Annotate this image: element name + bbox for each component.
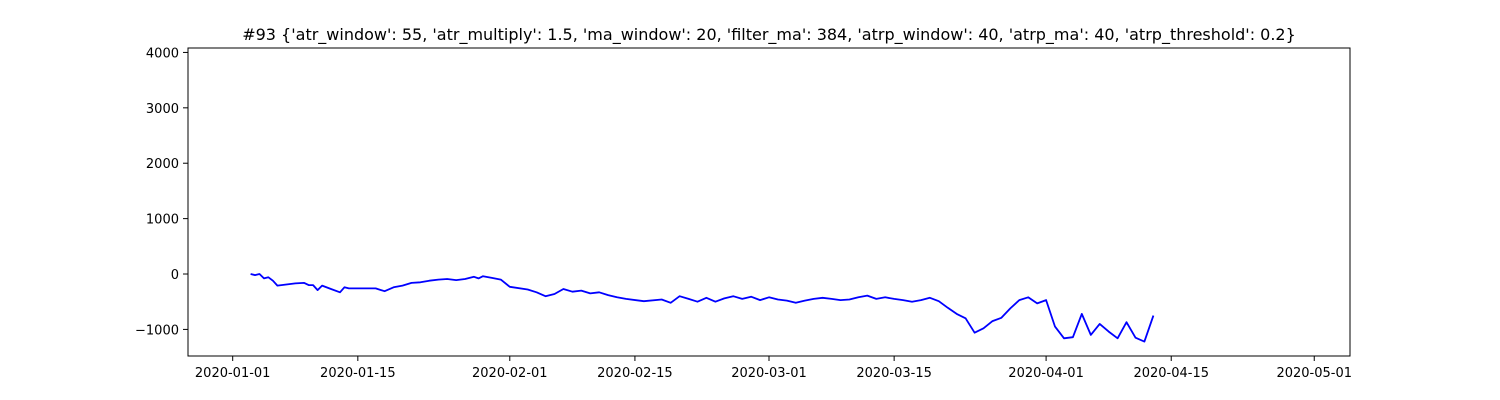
plot-frame [187, 47, 1351, 357]
x-tick-label: 2020-01-01 [195, 366, 271, 381]
x-tick-label: 2020-02-15 [597, 366, 673, 381]
y-tick-label: 1000 [146, 213, 179, 228]
x-tick-label: 2020-02-01 [472, 366, 548, 381]
x-tick-label: 2020-04-15 [1133, 366, 1209, 381]
y-axis: −1000 0 1000 2000 3000 4000 [135, 46, 188, 338]
series-layer [250, 273, 1155, 343]
series-line [250, 273, 1155, 343]
chart-title: #93 {'atr_window': 55, 'atr_multiply': 1… [242, 25, 1296, 45]
x-tick-label: 2020-03-01 [731, 366, 807, 381]
x-tick-label: 2020-05-01 [1276, 366, 1352, 381]
y-tick-label: −1000 [135, 323, 179, 338]
y-tick-label: 3000 [146, 102, 179, 117]
x-tick-label: 2020-04-01 [1008, 366, 1084, 381]
y-tick-label: 0 [171, 268, 179, 283]
x-tick-label: 2020-03-15 [856, 366, 932, 381]
x-axis: 2020-01-01 2020-01-15 2020-02-01 2020-02-15… [195, 356, 1352, 381]
y-tick-label: 2000 [146, 157, 179, 172]
y-tick-label: 4000 [146, 46, 179, 61]
x-tick-label: 2020-01-15 [320, 366, 396, 381]
